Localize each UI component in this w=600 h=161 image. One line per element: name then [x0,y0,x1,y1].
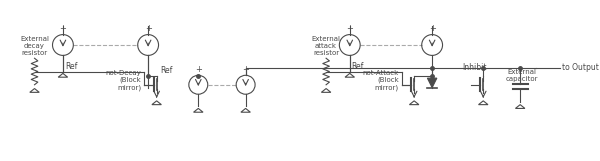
Text: Ref: Ref [352,62,364,71]
Text: +: + [428,24,436,33]
Text: +: + [59,24,67,33]
Text: +: + [242,65,249,74]
Text: External
attack
resistor: External attack resistor [311,36,341,56]
Text: +: + [195,65,202,74]
Text: +: + [145,24,152,33]
Text: to Output: to Output [562,63,599,72]
Text: Ref: Ref [160,66,173,75]
Text: Ref: Ref [65,62,77,71]
Text: Inhibit: Inhibit [463,63,487,72]
Text: +: + [346,24,353,33]
Text: not-Attack
(Block
mirror): not-Attack (Block mirror) [363,70,399,90]
Text: External
capacitor: External capacitor [506,69,538,82]
Text: External
decay
resistor: External decay resistor [20,36,49,56]
Polygon shape [427,78,437,88]
Text: not-Decay
(Block
mirror): not-Decay (Block mirror) [106,70,142,90]
